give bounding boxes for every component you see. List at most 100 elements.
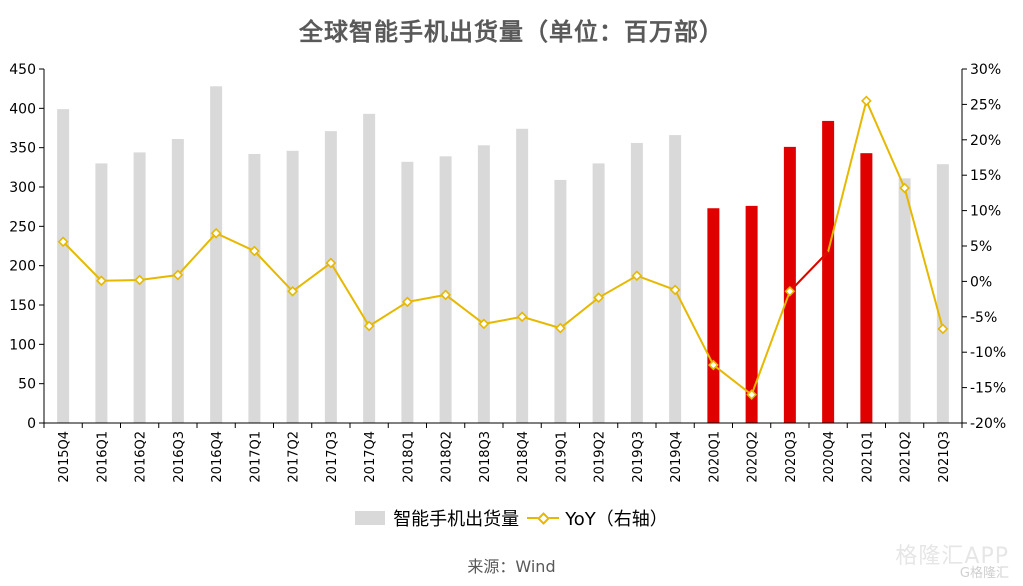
- x-tick-label: 2020Q4: [822, 431, 837, 483]
- x-tick-label: 2020Q3: [784, 431, 799, 483]
- bar-2016Q2: [133, 152, 146, 424]
- yoy-marker-icon: [593, 292, 604, 304]
- x-tick-label: 2021Q2: [899, 431, 914, 483]
- x-tick-label: 2016Q1: [95, 431, 110, 483]
- x-tick-label: 2017Q2: [287, 431, 302, 483]
- bar-2018Q1: [401, 161, 414, 423]
- x-tick-label: 2018Q3: [478, 431, 493, 483]
- left-tick-label: 250: [9, 219, 36, 235]
- yoy-marker-icon: [57, 236, 69, 248]
- yoy-marker-icon: [516, 311, 528, 323]
- bar-2019Q4: [669, 135, 682, 423]
- bar-2021Q2: [898, 178, 911, 423]
- x-tick-label: 2016Q2: [134, 431, 149, 483]
- x-tick-label: 2016Q3: [172, 431, 187, 483]
- x-tick-label: 2015Q4: [57, 431, 72, 483]
- chart-legend: 智能手机出货量 YoY（右轴）: [0, 505, 1023, 531]
- x-tick-label: 2021Q3: [937, 431, 952, 483]
- yoy-marker-icon: [631, 270, 643, 282]
- left-tick-label: 0: [27, 416, 36, 432]
- bar-2019Q3: [630, 142, 643, 424]
- bar-2021Q3: [936, 164, 949, 424]
- yoy-marker-icon: [555, 322, 566, 334]
- bar-2015Q4: [57, 109, 70, 424]
- yoy-marker-icon: [478, 318, 490, 330]
- yoy-marker-icon: [784, 285, 796, 297]
- yoy-marker-icon: [708, 359, 719, 371]
- x-tick-label: 2017Q3: [325, 431, 340, 483]
- yoy-highlight-segment: [789, 250, 829, 293]
- legend-label-yoy: YoY（右轴）: [565, 509, 668, 530]
- right-tick-label: 5%: [970, 239, 992, 255]
- bar-2020Q3: [783, 146, 796, 423]
- x-tick-label: 2016Q4: [210, 431, 225, 483]
- left-tick-label: 400: [9, 101, 36, 117]
- yoy-marker-icon: [325, 257, 337, 269]
- left-tick-label: 200: [9, 259, 36, 275]
- x-tick-label: 2019Q2: [593, 431, 608, 483]
- right-tick-label: 10%: [970, 204, 1001, 220]
- right-tick-label: -20%: [970, 416, 1006, 432]
- bar-2016Q1: [95, 163, 108, 423]
- right-tick-label: 0%: [970, 274, 992, 290]
- yoy-line: [62, 97, 944, 397]
- legend-label-shipments: 智能手机出货量: [393, 509, 520, 530]
- left-tick-label: 100: [9, 337, 36, 353]
- legend-item-shipments: 智能手机出货量: [355, 505, 519, 531]
- right-tick-label: 30%: [970, 62, 1001, 78]
- x-tick-label: 2020Q2: [746, 431, 761, 483]
- yoy-marker-icon: [669, 284, 681, 296]
- x-tick-label: 2018Q1: [401, 431, 416, 483]
- x-tick-label: 2017Q4: [363, 431, 378, 483]
- chart-title: 全球智能手机出货量（单位：百万部）: [299, 18, 724, 46]
- yoy-marker-icon: [134, 274, 145, 286]
- right-tick-label: -5%: [970, 310, 997, 326]
- bar-2016Q4: [210, 86, 223, 423]
- x-tick-label: 2018Q2: [440, 431, 455, 483]
- bar-2017Q4: [363, 113, 376, 423]
- left-tick-label: 300: [9, 180, 36, 196]
- bar-2020Q1: [707, 208, 720, 423]
- watermark-sub-logo: G格隆汇: [959, 566, 1009, 581]
- bar-2016Q3: [171, 139, 184, 423]
- yoy-marker-icon: [210, 227, 222, 239]
- bar-2021Q1: [860, 153, 873, 423]
- bar-2020Q2: [745, 205, 758, 423]
- chart-plot: 0 50 100 150 200 250 300 350 400 450 -20% -15% -10% -…: [9, 62, 1006, 483]
- bar-swatch-icon: [355, 511, 386, 525]
- right-tick-label: -10%: [970, 345, 1006, 361]
- x-tick-label: 2019Q1: [554, 431, 569, 483]
- yoy-marker-icon: [287, 285, 298, 297]
- yoy-marker-icon: [937, 323, 949, 335]
- yoy-marker-icon: [172, 269, 184, 281]
- legend-item-yoy: YoY（右轴）: [527, 505, 668, 531]
- line-marker-swatch-icon: [527, 511, 560, 525]
- left-tick-label: 150: [9, 298, 36, 314]
- x-tick-label: 2019Q4: [669, 431, 684, 483]
- bar-2018Q4: [516, 128, 529, 423]
- yoy-marker-icon: [861, 95, 872, 107]
- yoy-marker-icon: [96, 275, 107, 287]
- right-tick-label: 20%: [970, 133, 1001, 149]
- yoy-marker-icon: [746, 389, 757, 401]
- x-tick-label: 2018Q4: [516, 431, 531, 483]
- bar-2017Q1: [248, 153, 261, 423]
- x-tick-label: 2020Q1: [707, 431, 722, 483]
- yoy-marker-icon: [402, 296, 413, 308]
- left-tick-label: 350: [9, 141, 36, 157]
- right-tick-label: 15%: [970, 168, 1001, 184]
- x-tick-label: 2017Q1: [248, 431, 263, 483]
- yoy-marker-icon: [249, 245, 260, 257]
- watermark-logo: 格隆汇APP: [895, 544, 1009, 569]
- right-tick-label: -15%: [970, 381, 1006, 397]
- yoy-marker-icon: [440, 289, 451, 301]
- source-note: 来源：Wind: [467, 557, 556, 576]
- bar-2017Q3: [324, 131, 337, 423]
- yoy-marker-icon: [363, 320, 375, 332]
- left-tick-label: 450: [9, 62, 36, 78]
- yoy-marker-icon: [899, 182, 910, 194]
- right-tick-label: 25%: [970, 97, 1001, 113]
- bar-2019Q1: [554, 179, 567, 423]
- left-tick-label: 50: [18, 377, 36, 393]
- bar-2020Q4: [822, 120, 835, 424]
